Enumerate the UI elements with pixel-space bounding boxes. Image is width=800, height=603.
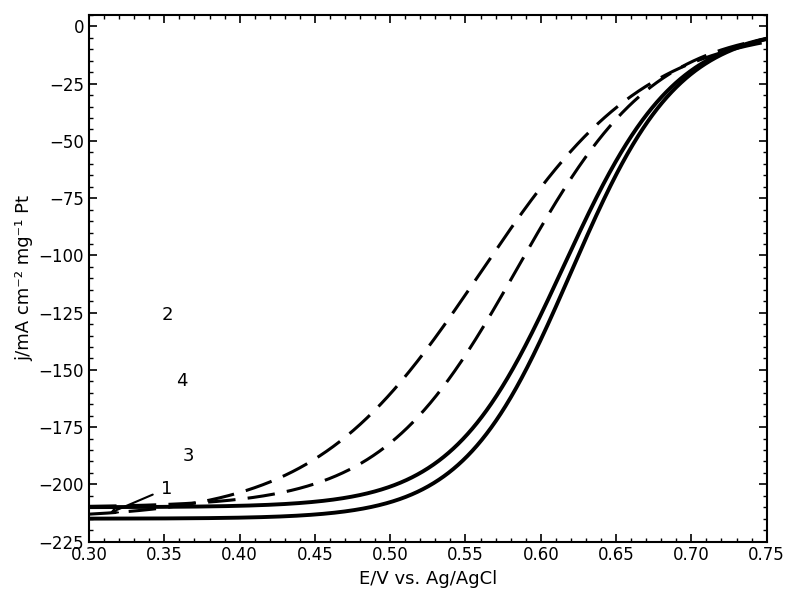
Text: 1: 1 (162, 479, 173, 497)
Text: 3: 3 (182, 447, 194, 466)
Text: 2: 2 (162, 306, 173, 323)
Y-axis label: j/mA cm⁻² mg⁻¹ Pt: j/mA cm⁻² mg⁻¹ Pt (15, 195, 33, 361)
Text: 4: 4 (176, 372, 188, 390)
X-axis label: E/V vs. Ag/AgCl: E/V vs. Ag/AgCl (358, 570, 497, 588)
